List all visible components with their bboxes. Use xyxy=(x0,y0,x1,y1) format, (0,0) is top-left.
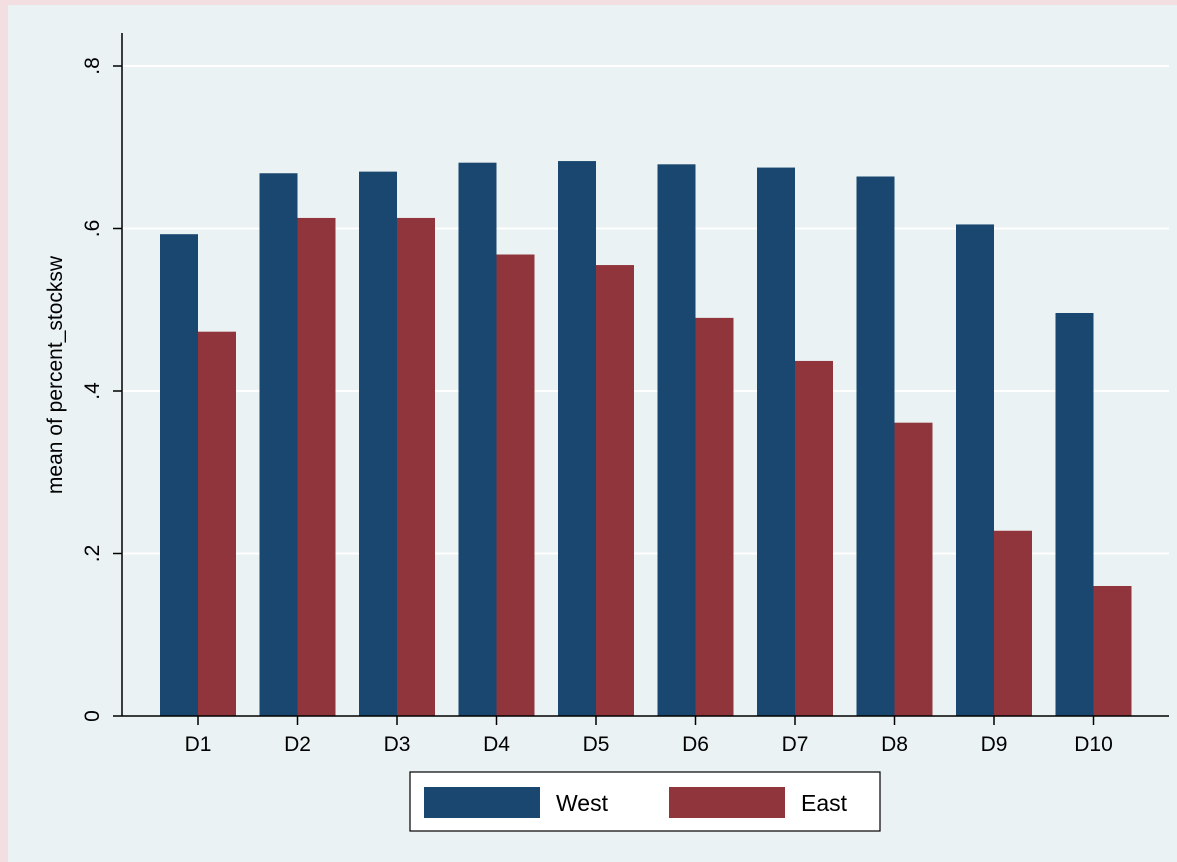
y-axis-title: mean of percent_stocksw xyxy=(44,255,67,494)
legend-label-east: East xyxy=(801,790,848,816)
bar-west-d10 xyxy=(1055,313,1094,716)
bar-west-d5 xyxy=(558,161,596,716)
legend-swatch-west xyxy=(424,787,540,818)
bar-east-d3 xyxy=(397,217,435,716)
y-tick-label: 0 xyxy=(81,710,104,722)
x-tick-label: D8 xyxy=(881,733,908,756)
bar-east-d5 xyxy=(596,265,634,716)
x-tick-label: D3 xyxy=(384,733,411,756)
legend: West East xyxy=(409,771,881,832)
x-tick-label: D6 xyxy=(682,733,709,756)
chart-frame: 0 .2 .4 .6 .8 D1 D2 D3 D4 D5 D6 D7 D8 D9 D10 mean of … xyxy=(8,5,1177,862)
bar-east-d1 xyxy=(198,331,236,716)
y-axis-ticks: 0 .2 .4 .6 .8 xyxy=(81,57,122,722)
bar-east-d10 xyxy=(1093,586,1132,716)
bar-east-d9 xyxy=(994,530,1032,716)
bar-east-d8 xyxy=(894,422,933,716)
bar-west-d2 xyxy=(259,173,298,716)
bar-west-d3 xyxy=(359,171,397,716)
legend-label-west: West xyxy=(556,790,609,816)
x-tick-label: D7 xyxy=(782,733,809,756)
bar-east-d6 xyxy=(695,317,734,716)
bar-west-d9 xyxy=(956,224,994,716)
bar-west-d1 xyxy=(160,234,198,716)
bar-west-d7 xyxy=(757,167,795,716)
x-tick-label: D5 xyxy=(583,733,610,756)
y-tick-label: .2 xyxy=(81,545,104,563)
y-tick-label: .8 xyxy=(81,57,104,75)
x-tick-label: D4 xyxy=(483,733,510,756)
bars xyxy=(160,161,1132,716)
x-tick-label: D10 xyxy=(1074,733,1113,756)
bar-east-d4 xyxy=(496,254,535,716)
bar-east-d2 xyxy=(297,217,336,716)
x-tick-label: D9 xyxy=(981,733,1008,756)
bar-west-d8 xyxy=(856,176,895,716)
bar-west-d6 xyxy=(657,164,696,716)
x-axis-ticks: D1 D2 D3 D4 D5 D6 D7 D8 D9 D10 xyxy=(185,716,1113,756)
y-tick-label: .4 xyxy=(81,382,104,400)
x-tick-label: D2 xyxy=(284,733,311,756)
bar-west-d4 xyxy=(458,162,497,716)
y-tick-label: .6 xyxy=(81,220,104,238)
x-tick-label: D1 xyxy=(185,733,212,756)
bar-east-d7 xyxy=(795,360,833,716)
bar-chart: 0 .2 .4 .6 .8 D1 D2 D3 D4 D5 D6 D7 D8 D9 D10 mean of … xyxy=(44,33,1169,832)
legend-swatch-east xyxy=(669,787,785,818)
